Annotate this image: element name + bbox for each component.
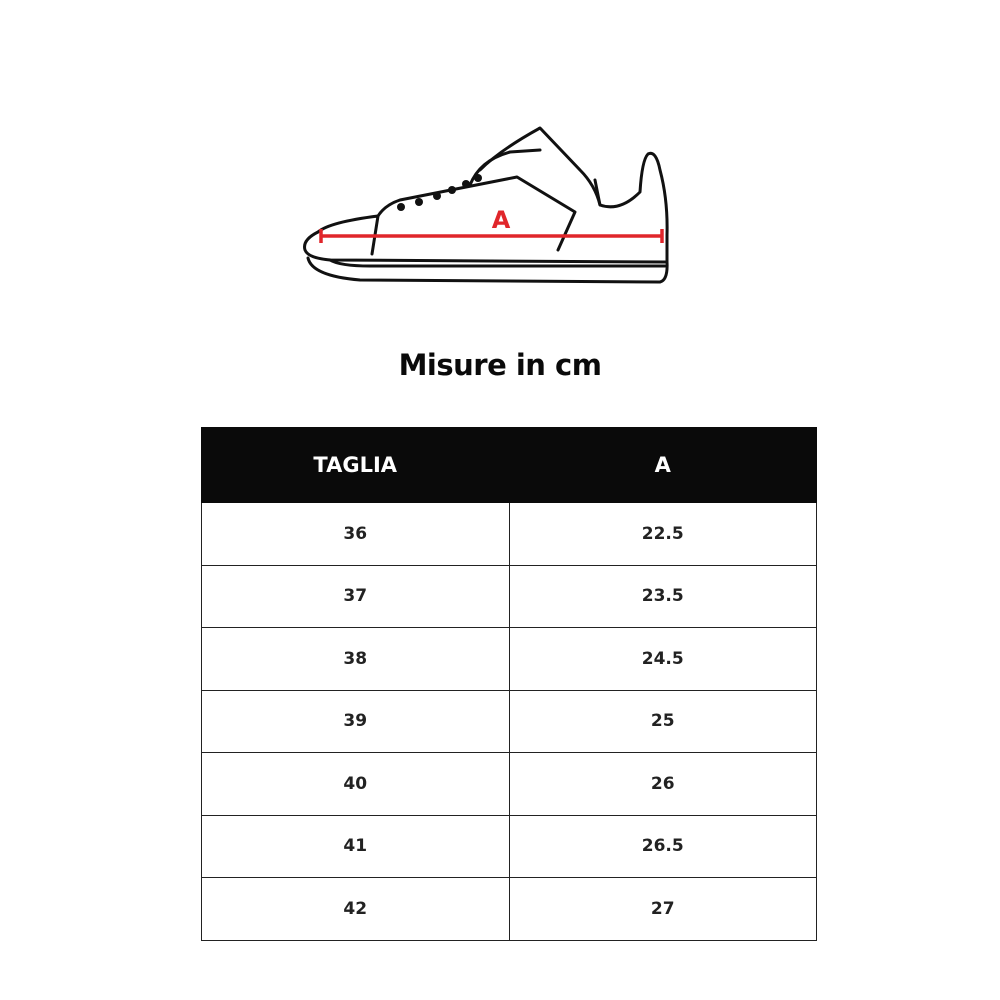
- shoe-diagram: A: [303, 126, 669, 284]
- length-cell: 27: [508, 877, 817, 941]
- size-cell: 38: [201, 627, 510, 691]
- length-cell: 25: [508, 689, 817, 753]
- size-cell: 42: [201, 877, 510, 941]
- length-cell: 22.5: [508, 502, 817, 566]
- table-row: 41 26.5: [201, 814, 817, 878]
- measure-label: A: [492, 206, 511, 234]
- size-cell: 37: [201, 564, 510, 628]
- size-cell: 36: [201, 502, 510, 566]
- table-row: 40 26: [201, 752, 817, 816]
- measurement-line-a: [319, 229, 664, 243]
- page-title: Misure in cm: [398, 348, 602, 382]
- table-row: 36 22.5: [201, 502, 817, 566]
- table-header-row: TAGLIA A: [201, 427, 817, 503]
- length-cell: 23.5: [508, 564, 817, 628]
- column-header-a: A: [508, 427, 817, 503]
- table-row: 38 24.5: [201, 627, 817, 691]
- column-header-size: TAGLIA: [201, 427, 510, 503]
- size-table: TAGLIA A 36 22.5 37 23.5 38 24.5 39 25 40 26 41 26.…: [201, 427, 817, 941]
- table-row: 37 23.5: [201, 564, 817, 628]
- length-cell: 26: [508, 752, 817, 816]
- lace-holes: [397, 174, 482, 211]
- table-row: 39 25: [201, 689, 817, 753]
- length-cell: 24.5: [508, 627, 817, 691]
- size-cell: 39: [201, 689, 510, 753]
- table-row: 42 27: [201, 877, 817, 941]
- shoe-outline: [303, 126, 669, 284]
- size-cell: 40: [201, 752, 510, 816]
- size-cell: 41: [201, 814, 510, 878]
- length-cell: 26.5: [508, 814, 817, 878]
